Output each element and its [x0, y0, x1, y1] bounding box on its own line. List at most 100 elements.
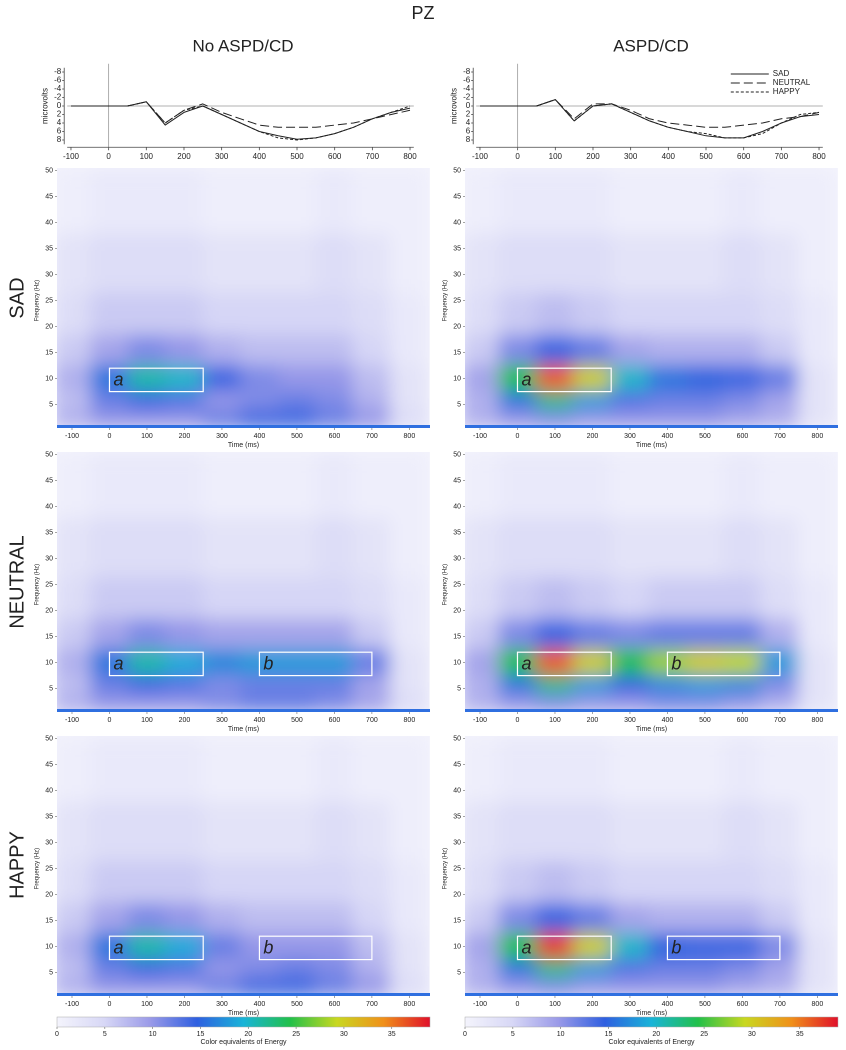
- heatmap-cell: [57, 516, 92, 578]
- heatmap-cell: [535, 860, 575, 903]
- x-tick-label: 100: [141, 1001, 153, 1008]
- heatmap-cell: [352, 232, 392, 294]
- heatmap-cell: [798, 516, 837, 578]
- heatmap-cell: [685, 363, 725, 391]
- heatmap-cell: [648, 693, 687, 712]
- heatmap-cell: [165, 617, 204, 649]
- x-tick-label: 400: [253, 152, 267, 161]
- window-label: a: [113, 654, 123, 674]
- heatmap-cell: [165, 389, 204, 411]
- heatmap-cell: [127, 576, 167, 619]
- heatmap-cell: [498, 693, 537, 712]
- heatmap-cell: [798, 977, 837, 996]
- y-tick-label: 45: [453, 761, 461, 768]
- heatmap-cell: [165, 516, 204, 578]
- heatmap-cell: [760, 977, 800, 996]
- heatmap-cell: [723, 957, 762, 979]
- heatmap: [57, 168, 429, 428]
- heatmap-cell: [610, 409, 650, 428]
- heatmap-cell: [57, 576, 92, 619]
- heatmap-cell: [390, 292, 429, 335]
- heatmap-cell: [648, 333, 687, 365]
- heatmap-cell: [535, 576, 575, 619]
- heatmap-cell: [90, 168, 129, 234]
- heatmap-cell: [498, 409, 537, 428]
- x-tick-label: 100: [141, 717, 153, 724]
- heatmap-cell: [390, 860, 429, 903]
- heatmap-cell: [390, 977, 429, 996]
- x-tick-label: 500: [290, 152, 304, 161]
- heatmap-cell: [240, 800, 279, 862]
- heatmap-cell: [573, 693, 612, 712]
- heatmap-cell: [685, 673, 725, 695]
- heatmap-cell: [465, 860, 500, 903]
- heatmap-cell: [165, 901, 204, 933]
- x-tick-label: 800: [812, 152, 826, 161]
- heatmap-cell: [465, 576, 500, 619]
- y-tick-label: -8: [463, 67, 471, 76]
- heatmap-cell: [202, 516, 242, 578]
- heatmap-cell: [240, 693, 279, 712]
- y-tick-label: 10: [45, 659, 53, 666]
- heatmap-cell: [798, 576, 837, 619]
- heatmap-cell: [610, 617, 650, 649]
- heatmap-cell: [57, 452, 92, 518]
- heatmap-cell: [390, 232, 429, 294]
- x-axis-label: Time (ms): [228, 726, 259, 733]
- heatmap-cell: [390, 409, 429, 428]
- heatmap-cell: [127, 617, 167, 649]
- heatmap-cell: [202, 901, 242, 933]
- heatmap-cell: [573, 957, 612, 979]
- y-tick-label: 40: [45, 219, 53, 226]
- heatmap-cell: [90, 860, 129, 903]
- y-tick-label: 15: [45, 349, 53, 356]
- x-tick-label: -100: [65, 717, 79, 724]
- heatmap-cell: [277, 516, 317, 578]
- window-box: [516, 935, 612, 961]
- heatmap-cell: [610, 363, 650, 391]
- window-label: b: [263, 654, 273, 674]
- y-tick-label: 8: [57, 135, 62, 144]
- x-tick-label: 0: [516, 1001, 520, 1008]
- heatmap-cell: [685, 389, 725, 411]
- y-tick-label: 20: [453, 323, 461, 330]
- heatmap-cell: [240, 168, 279, 234]
- figure-title: PZ: [411, 3, 434, 23]
- heatmap-cell: [573, 576, 612, 619]
- heatmap-cell: [277, 901, 317, 933]
- y-tick-label: 10: [45, 943, 53, 950]
- heatmap-cell: [90, 673, 129, 695]
- heatmap-cell: [240, 736, 279, 802]
- heatmap-cell: [352, 673, 392, 695]
- heatmap-cell: [127, 389, 167, 411]
- x-tick-label: 300: [624, 1001, 636, 1008]
- x-tick-label: 300: [624, 433, 636, 440]
- heatmap-cell: [127, 333, 167, 365]
- heatmap-cell: [760, 292, 800, 335]
- heatmap-cell: [277, 409, 317, 428]
- y-tick-label: 6: [57, 127, 62, 136]
- y-tick-label: 35: [453, 245, 461, 252]
- legend-label: SAD: [773, 69, 790, 78]
- window-label: b: [263, 938, 273, 958]
- heatmap-cell: [57, 409, 92, 428]
- x-tick-label: 700: [366, 152, 380, 161]
- heatmap-cell: [685, 516, 725, 578]
- heatmap-cell: [723, 452, 762, 518]
- heatmap-cell: [390, 931, 429, 959]
- heatmap-cell: [648, 363, 687, 391]
- heatmap-cell: [465, 409, 500, 428]
- heatmap-cell: [498, 389, 537, 411]
- x-tick-label: 600: [328, 152, 342, 161]
- heatmap-cell: [315, 736, 354, 802]
- y-tick-label: -2: [54, 93, 62, 102]
- heatmap-cell: [798, 617, 837, 649]
- x-tick-label: 500: [291, 717, 303, 724]
- y-axis-label: Frequency (Hz): [443, 848, 449, 889]
- y-tick-label: 45: [45, 761, 53, 768]
- colorbar-tick-label: 15: [605, 1031, 613, 1038]
- y-tick-label: 10: [453, 943, 461, 950]
- y-tick-label: 15: [45, 633, 53, 640]
- heatmap-cell: [352, 363, 392, 391]
- row-title: NEUTRAL: [6, 535, 28, 628]
